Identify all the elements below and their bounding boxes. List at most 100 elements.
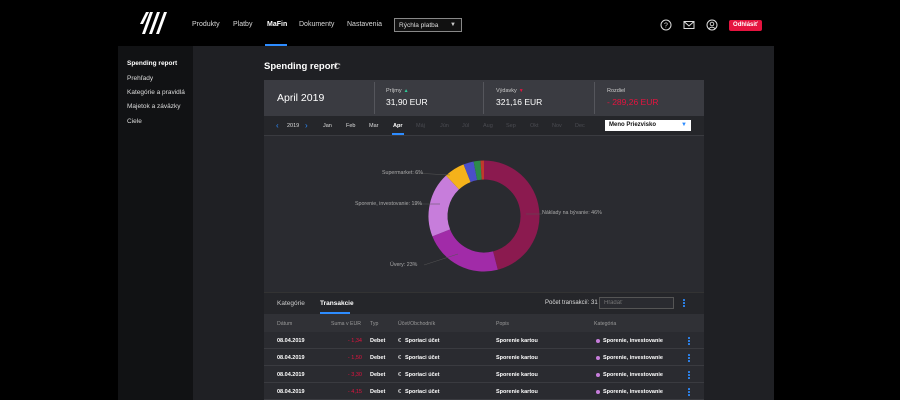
row-menu-icon[interactable] [688, 388, 691, 397]
logout-button[interactable]: Odhlásiť [729, 20, 762, 31]
divider [594, 82, 595, 114]
amount-cell: - 1,34 [347, 338, 362, 344]
chevron-right-icon[interactable]: › [305, 121, 308, 130]
page-title: Spending report [264, 61, 338, 72]
mail-icon[interactable] [683, 19, 695, 31]
search-input[interactable] [599, 297, 674, 309]
type-cell: Debet [370, 355, 386, 361]
quick-payment-select[interactable]: Rýchla platba ▼ [394, 18, 462, 32]
donut-slice-2[interactable] [428, 175, 460, 237]
difference-label: Rozdiel [607, 88, 626, 94]
table-row[interactable] [264, 349, 704, 366]
row-menu-icon[interactable] [688, 337, 691, 346]
account-cell: Sporiaci účet [405, 389, 440, 395]
donut-slice-1[interactable] [432, 228, 498, 272]
arrow-down-icon: ▼ [518, 88, 524, 94]
donut-slice-4[interactable] [463, 161, 478, 183]
account-cell: Sporiaci účet [405, 338, 440, 344]
arrow-up-icon: ▲ [403, 88, 409, 94]
month-apr[interactable]: Apr [393, 123, 403, 129]
divider [374, 82, 375, 114]
sidebar [118, 46, 193, 400]
month-mar[interactable]: Mar [369, 123, 379, 129]
donut-slice-5[interactable] [473, 160, 482, 181]
transaction-count: Počet transakcií: 31 [545, 300, 598, 306]
person-select-value: Meno Priezvisko [609, 122, 657, 128]
nav-produkty[interactable]: Produkty [192, 21, 220, 28]
sidebar-item-spending-report[interactable]: Spending report [127, 60, 178, 67]
tab-kategorie[interactable]: Kategórie [277, 300, 305, 307]
month-feb[interactable]: Feb [346, 123, 356, 129]
table-row[interactable] [264, 332, 704, 349]
date-cell: 08.04.2019 [277, 372, 305, 378]
col-datum[interactable]: Dátum [277, 321, 293, 327]
chevron-left-icon[interactable]: ‹ [276, 121, 279, 130]
refresh-icon[interactable] [333, 62, 341, 70]
summary-bar [264, 80, 704, 116]
sidebar-item-ciele[interactable]: Ciele [127, 118, 142, 125]
donut-slice-0[interactable] [483, 160, 540, 270]
date-cell: 08.04.2019 [277, 338, 305, 344]
label-leader-line [423, 253, 459, 266]
row-menu-icon[interactable] [688, 354, 691, 363]
help-icon[interactable]: ? [660, 19, 672, 31]
label-sporenie: Sporenie, investovanie: 19% [355, 201, 423, 207]
col-typ[interactable]: Typ [370, 321, 379, 327]
svg-text:?: ? [664, 23, 668, 30]
label-naklady: Náklady na bývanie: 46% [542, 210, 602, 216]
table-row[interactable] [264, 366, 704, 383]
label-supermarket: Supermarket: 6% [382, 170, 423, 176]
nav-dokumenty[interactable]: Dokumenty [299, 21, 335, 28]
label-uvery: Úvery: 23% [390, 262, 418, 268]
account-cell: Sporiaci účet [405, 372, 440, 378]
account-cell: Sporiaci účet [405, 355, 440, 361]
brand-logo[interactable] [140, 12, 170, 34]
label-leader-line [413, 172, 451, 176]
month-sep: Sep [506, 123, 516, 129]
month-dec: Dec [575, 123, 585, 129]
sidebar-item-kategorie[interactable]: Kategórie a pravidlá [127, 89, 185, 96]
description-cell: Sporenie kartou [496, 372, 538, 378]
month-jan[interactable]: Jan [323, 123, 332, 129]
spending-donut-chart [413, 160, 542, 272]
type-cell: Debet [370, 389, 386, 395]
category-dot-icon [596, 373, 600, 377]
amount-cell: - 3,30 [347, 372, 362, 378]
description-cell: Sporenie kartou [496, 355, 538, 361]
expense-label: Výdavky ▼ [496, 88, 524, 94]
col-suma[interactable]: Suma v EUR [331, 321, 361, 327]
sidebar-item-majetok[interactable]: Majetok a záväzky [127, 103, 181, 110]
sidebar-item-prehlady[interactable]: Prehľady [127, 75, 154, 82]
nav-nastavenia[interactable]: Nastavenia [347, 21, 383, 28]
month-aug: Aug [483, 123, 493, 129]
divider [483, 82, 484, 114]
person-select[interactable]: Meno Priezvisko ▼ [605, 120, 691, 131]
row-menu-icon[interactable] [688, 371, 691, 380]
donut-slice-3[interactable] [446, 164, 471, 190]
month-nov: Nov [552, 123, 562, 129]
more-options-icon[interactable] [683, 299, 686, 308]
year-label: 2019 [287, 123, 300, 129]
month-máj: Máj [416, 123, 425, 129]
col-ucet[interactable]: Účet/Obchodník [398, 321, 436, 327]
month-active-indicator [392, 133, 404, 135]
user-icon[interactable] [706, 19, 718, 31]
col-kategoria[interactable]: Kategória [594, 321, 617, 327]
euro-icon: € [398, 355, 402, 361]
col-popis[interactable]: Popis [496, 321, 509, 327]
nav-mafin[interactable]: MaFin [267, 21, 288, 28]
category-cell: Sporenie, investovanie [603, 372, 663, 378]
month-okt: Okt [530, 123, 539, 129]
category-dot-icon [596, 356, 600, 360]
date-cell: 08.04.2019 [277, 389, 305, 395]
description-cell: Sporenie kartou [496, 338, 538, 344]
type-cell: Debet [370, 372, 386, 378]
category-cell: Sporenie, investovanie [603, 389, 663, 395]
category-cell: Sporenie, investovanie [603, 338, 663, 344]
amount-cell: - 1,50 [347, 355, 362, 361]
nav-platby[interactable]: Platby [233, 21, 253, 28]
caret-down-icon: ▼ [681, 122, 687, 128]
description-cell: Sporenie kartou [496, 389, 538, 395]
tab-transakcie[interactable]: Transakcie [320, 300, 354, 307]
table-header [264, 314, 704, 332]
